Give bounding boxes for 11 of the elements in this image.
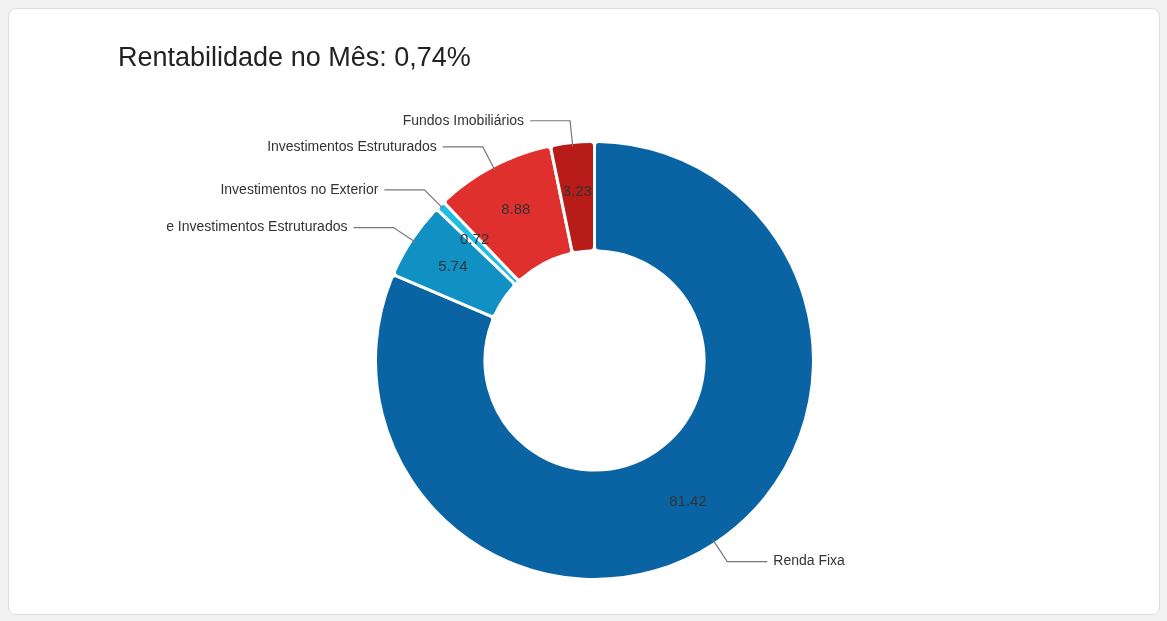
- data-label: 3.23: [562, 181, 592, 199]
- data-label: 5.74: [438, 257, 468, 275]
- data-label: 0.72: [460, 230, 490, 248]
- chart-title: Rentabilidade no Mês: 0,74%: [118, 42, 471, 73]
- data-label: 81.42: [669, 492, 707, 510]
- data-label: 8.88: [501, 200, 531, 218]
- slice-label: Fundos Imobiliários: [402, 111, 525, 128]
- slice-label: Investimentos Estruturados: [267, 137, 437, 154]
- slice-label: e Investimentos Estruturados: [166, 218, 348, 235]
- slice-label: Investimentos no Exterior: [220, 180, 379, 197]
- slice-label: Renda Fixa: [773, 552, 846, 569]
